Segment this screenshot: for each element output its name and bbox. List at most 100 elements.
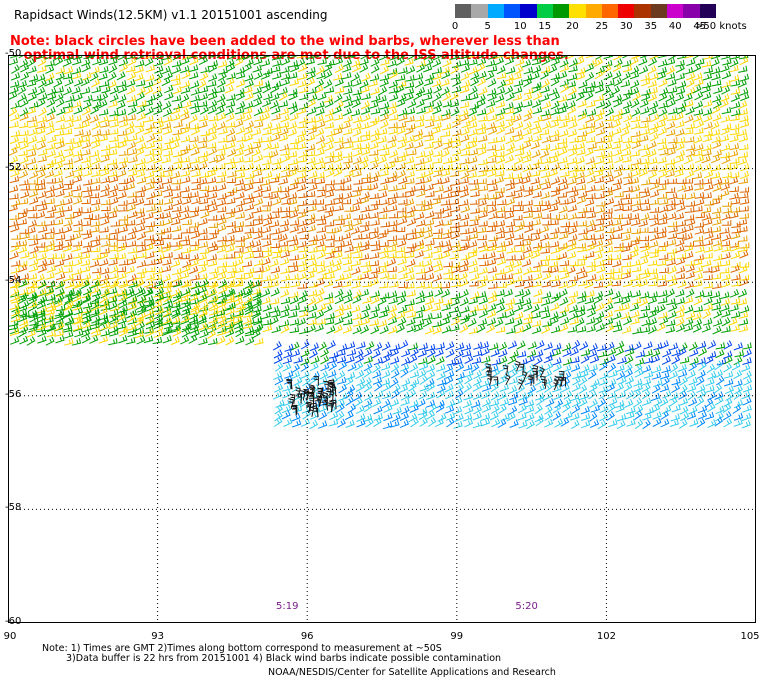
wind-barb xyxy=(278,91,288,101)
wind-barb xyxy=(92,94,102,102)
wind-barb xyxy=(389,93,399,102)
wind-barb xyxy=(274,404,283,415)
wind-barb xyxy=(45,198,55,205)
wind-barb xyxy=(351,266,361,275)
wind-barb xyxy=(188,334,198,344)
wind-barb xyxy=(171,323,181,331)
wind-barb xyxy=(198,217,208,226)
wind-barb xyxy=(332,73,343,81)
wind-barb xyxy=(612,148,623,157)
wind-barb xyxy=(540,247,550,254)
wind-barb xyxy=(26,79,37,87)
wind-barb xyxy=(486,367,492,378)
wind-barb xyxy=(442,204,452,212)
wind-barb xyxy=(395,226,406,233)
wind-barb xyxy=(278,177,289,185)
wind-barb xyxy=(404,177,415,185)
wind-barb xyxy=(737,218,748,226)
wind-barb xyxy=(575,142,586,150)
wind-barb xyxy=(251,308,261,318)
wind-barb xyxy=(152,85,162,95)
wind-barb xyxy=(46,106,56,116)
wind-barb xyxy=(118,219,129,227)
wind-barb xyxy=(146,94,156,103)
wind-barb xyxy=(92,100,102,109)
wind-barb xyxy=(478,210,488,219)
wind-barb xyxy=(236,288,246,297)
wind-barb xyxy=(134,327,145,335)
wind-barb xyxy=(495,232,506,240)
wind-barb xyxy=(469,198,480,205)
wind-barb xyxy=(694,254,704,261)
wind-barb xyxy=(10,286,20,297)
wind-barb xyxy=(369,252,380,259)
wind-barb xyxy=(208,99,218,109)
wind-barb xyxy=(125,287,135,297)
wind-barb xyxy=(91,329,101,337)
wind-barb xyxy=(557,310,567,319)
wind-barb xyxy=(190,87,200,96)
wind-barb xyxy=(127,317,137,325)
wind-barb xyxy=(638,311,648,319)
wind-barb xyxy=(206,176,217,184)
wind-barb xyxy=(317,387,324,398)
wind-barb xyxy=(730,297,741,305)
wind-barb xyxy=(253,120,264,128)
wind-barb xyxy=(450,72,461,80)
wind-barb xyxy=(107,79,117,89)
wind-barb xyxy=(72,267,82,276)
wind-barb xyxy=(64,280,75,289)
wind-barb xyxy=(171,205,182,212)
wind-barb xyxy=(137,142,147,151)
wind-barb xyxy=(305,150,316,157)
wind-barb xyxy=(684,99,694,108)
wind-barb xyxy=(605,341,615,351)
wind-barb xyxy=(126,232,137,241)
wind-barb xyxy=(722,206,732,214)
wind-barb xyxy=(100,273,110,282)
legend-swatch xyxy=(536,4,553,18)
wind-barb xyxy=(414,318,425,327)
wind-barb xyxy=(91,267,102,274)
wind-barb xyxy=(234,156,244,164)
wind-barb xyxy=(235,273,246,280)
wind-barb xyxy=(263,191,273,198)
wind-barb xyxy=(397,211,407,219)
wind-barb xyxy=(621,149,632,157)
wind-barb xyxy=(208,73,218,82)
wind-barb xyxy=(64,179,74,186)
wind-barb xyxy=(9,251,19,260)
wind-barb xyxy=(622,100,633,109)
wind-barb xyxy=(325,179,335,186)
wind-barb xyxy=(388,171,398,180)
wind-barb xyxy=(37,148,48,157)
wind-barb xyxy=(386,273,397,280)
wind-barb xyxy=(587,349,598,358)
wind-barb xyxy=(506,254,516,261)
wind-barb xyxy=(524,389,534,400)
wind-barb xyxy=(540,65,551,74)
wind-barb xyxy=(674,112,684,121)
wind-barb xyxy=(424,77,434,87)
wind-barb xyxy=(450,292,461,300)
wind-barb xyxy=(487,92,497,102)
wind-barb xyxy=(288,210,299,219)
wind-barb xyxy=(289,164,299,172)
wind-barb xyxy=(287,197,298,206)
wind-barb xyxy=(704,199,714,206)
wind-barb xyxy=(356,377,366,387)
wind-barb xyxy=(431,197,442,205)
wind-barb xyxy=(45,113,56,123)
wind-barb xyxy=(350,204,361,213)
wind-barb xyxy=(225,252,236,259)
wind-barb xyxy=(314,156,324,165)
wind-barb xyxy=(372,369,382,379)
wind-barb xyxy=(631,168,641,177)
wind-barb xyxy=(738,245,748,253)
wind-barb xyxy=(19,300,30,309)
wind-barb xyxy=(616,370,626,381)
wind-barb xyxy=(118,200,128,206)
swath-time-label: 5:19 xyxy=(276,601,299,612)
wind-barb xyxy=(107,71,117,82)
wind-barb xyxy=(683,184,694,192)
